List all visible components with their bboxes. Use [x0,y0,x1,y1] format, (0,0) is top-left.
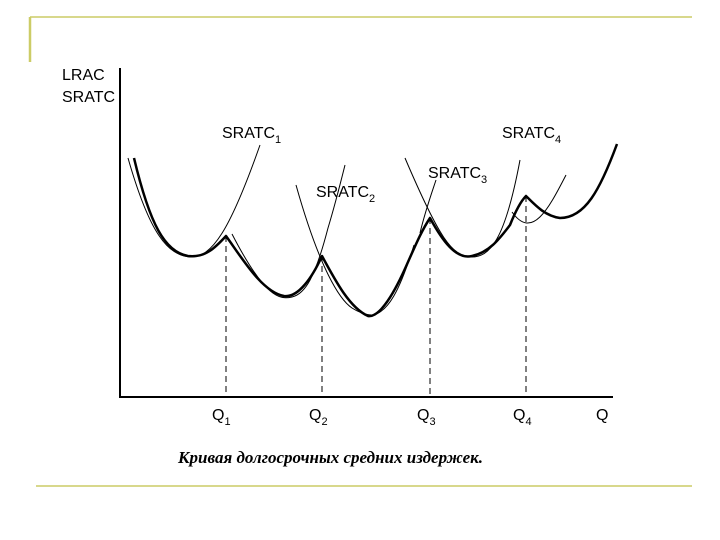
sratc-4-curve [511,174,567,224]
q1-label: Q1 [212,407,231,428]
lrac-curve [132,143,619,318]
sratc-4-label: SRATC4 [502,125,561,146]
y-axis-label-sratc: SRATC [62,89,115,106]
sratc-1-curve [127,144,261,258]
q2-label: Q2 [309,407,328,428]
x-axis-label: Q [596,407,608,424]
diagram-caption: Кривая долгосрочных средних издержек. [177,448,483,467]
sratc-1-label: SRATC1 [222,125,281,146]
sratc-2-label: SRATC2 [316,184,375,205]
q3-label: Q3 [417,407,436,428]
sratc-3-label: SRATC3 [428,165,487,186]
q4-label: Q4 [513,407,532,428]
sratc-2b-curve [295,184,415,316]
y-axis-label-lrac: LRAC [62,67,105,84]
sratc-4b-curve [419,179,437,234]
